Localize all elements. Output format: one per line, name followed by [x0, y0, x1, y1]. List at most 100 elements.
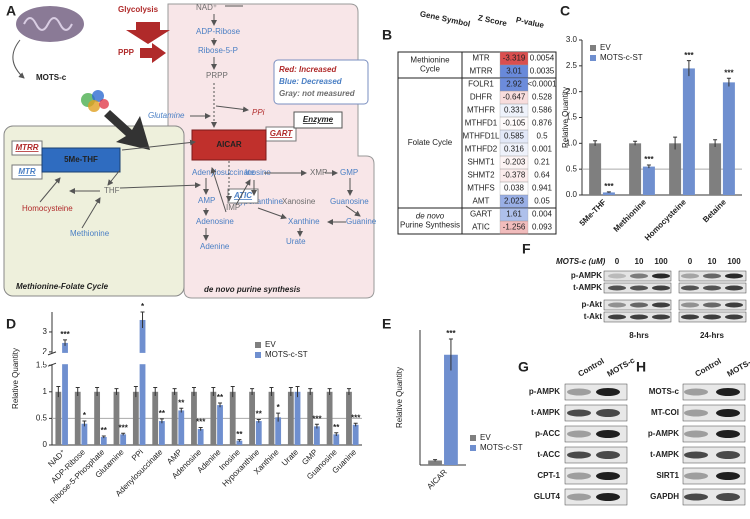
- bar: [120, 434, 127, 445]
- significance: *: [83, 411, 87, 420]
- bar: [74, 391, 81, 445]
- mitochondrion: [16, 6, 84, 42]
- band: [567, 430, 591, 438]
- significance: **: [217, 393, 224, 402]
- bar: [294, 391, 301, 445]
- peptide-structure: [81, 90, 109, 112]
- metabolite: Adenine: [200, 242, 230, 251]
- panel-label: B: [382, 27, 392, 43]
- enzyme: MTRR: [15, 143, 38, 152]
- row-label: p-AMPK: [648, 429, 679, 438]
- metabolite: PRPP: [206, 71, 228, 80]
- x-tick-label: Betaine: [701, 197, 728, 224]
- band: [567, 388, 591, 396]
- bar: [132, 391, 139, 445]
- column-header: MOTS-c-ST: [726, 349, 750, 378]
- arrow: [215, 105, 249, 113]
- band: [716, 451, 740, 459]
- legend-label: MOTS-c-ST: [480, 443, 523, 452]
- p-value: 0.586: [532, 106, 553, 115]
- row-label: p-Akt: [582, 300, 603, 309]
- legend-box: [273, 59, 369, 105]
- metabolite: Methionine: [70, 229, 110, 238]
- error-bar: [159, 418, 164, 424]
- arrow: [39, 177, 61, 203]
- error-bar: [140, 311, 145, 328]
- band: [608, 314, 626, 320]
- x-tick-label: Homocysteine: [643, 197, 688, 242]
- error-bar: [314, 423, 319, 429]
- z-score: 1.61: [506, 210, 522, 219]
- significance: ***: [196, 418, 206, 427]
- lane-label: 0: [688, 257, 693, 266]
- significance: **: [178, 398, 185, 407]
- y-tick-label: 1: [43, 387, 48, 396]
- enzyme: GART: [270, 129, 294, 138]
- arrow: [107, 169, 121, 186]
- p-value: 0.64: [534, 171, 550, 180]
- gene-symbol: MTHFD1: [465, 119, 498, 128]
- bar: [178, 410, 185, 445]
- legend-swatch: [255, 352, 261, 358]
- legend-label: MOTS-c-ST: [600, 53, 643, 62]
- p-value: 0.0035: [530, 67, 555, 76]
- y-tick-label: 2: [43, 347, 48, 356]
- legend-label: EV: [600, 43, 611, 52]
- significance: *: [141, 302, 145, 311]
- row-label: GAPDH: [650, 492, 679, 501]
- bar: [255, 421, 262, 445]
- z-score: 3.01: [506, 67, 522, 76]
- gene-symbol: DHFR: [470, 93, 492, 102]
- band: [596, 472, 620, 480]
- bar: [197, 429, 204, 445]
- bar: [326, 391, 333, 445]
- significance: ***: [446, 329, 456, 338]
- band: [652, 273, 670, 279]
- arrow: [104, 110, 150, 150]
- legend-entry: Blue: Decreased: [279, 77, 343, 86]
- band: [684, 388, 708, 396]
- region-label: Methionine-Folate Cycle: [16, 282, 109, 291]
- error-bar: [448, 338, 453, 371]
- row-label: SIRT1: [656, 471, 679, 480]
- error-bar: [593, 140, 598, 146]
- x-tick-label: AICAR: [425, 467, 449, 491]
- error-bar: [686, 60, 691, 77]
- arrow: [12, 39, 25, 79]
- title: Glycolysis: [118, 5, 159, 14]
- row-label: p-AMPK: [571, 271, 602, 280]
- band: [684, 493, 708, 501]
- band: [652, 285, 670, 291]
- bar: [307, 391, 314, 445]
- bar: [589, 143, 602, 195]
- legend-entry: Gray: not measured: [279, 89, 356, 98]
- z-score: -0.105: [503, 119, 526, 128]
- panel-label: E: [382, 316, 391, 332]
- band: [716, 472, 740, 480]
- z-score: -1.256: [503, 223, 526, 232]
- y-tick-label: 1.5: [36, 360, 48, 369]
- error-bar: [250, 388, 255, 395]
- legend-swatch: [470, 445, 476, 451]
- error-bar: [308, 388, 313, 395]
- gene-symbol: MTHFS: [467, 184, 495, 193]
- bar: [444, 354, 458, 465]
- p-value: 0.21: [534, 158, 550, 167]
- significance: ***: [604, 182, 614, 191]
- error-bar: [346, 388, 351, 395]
- significance: ***: [118, 423, 128, 432]
- metabolite: Adenylosuccinate: [192, 168, 255, 177]
- timepoint-label: 24-hrs: [700, 331, 725, 340]
- gene-symbol: MTHFD2: [465, 145, 498, 154]
- y-tick-label: 0.0: [566, 190, 578, 199]
- metabolite: Urate: [286, 237, 306, 246]
- row-label: MT-COI: [651, 408, 679, 417]
- column-header: Gene Symbol: [419, 9, 471, 28]
- band: [684, 409, 708, 417]
- error-bar: [288, 387, 293, 397]
- z-score: 2.92: [506, 80, 522, 89]
- p-value: 0.093: [532, 223, 553, 232]
- bar: [210, 391, 217, 445]
- bar: [275, 417, 282, 445]
